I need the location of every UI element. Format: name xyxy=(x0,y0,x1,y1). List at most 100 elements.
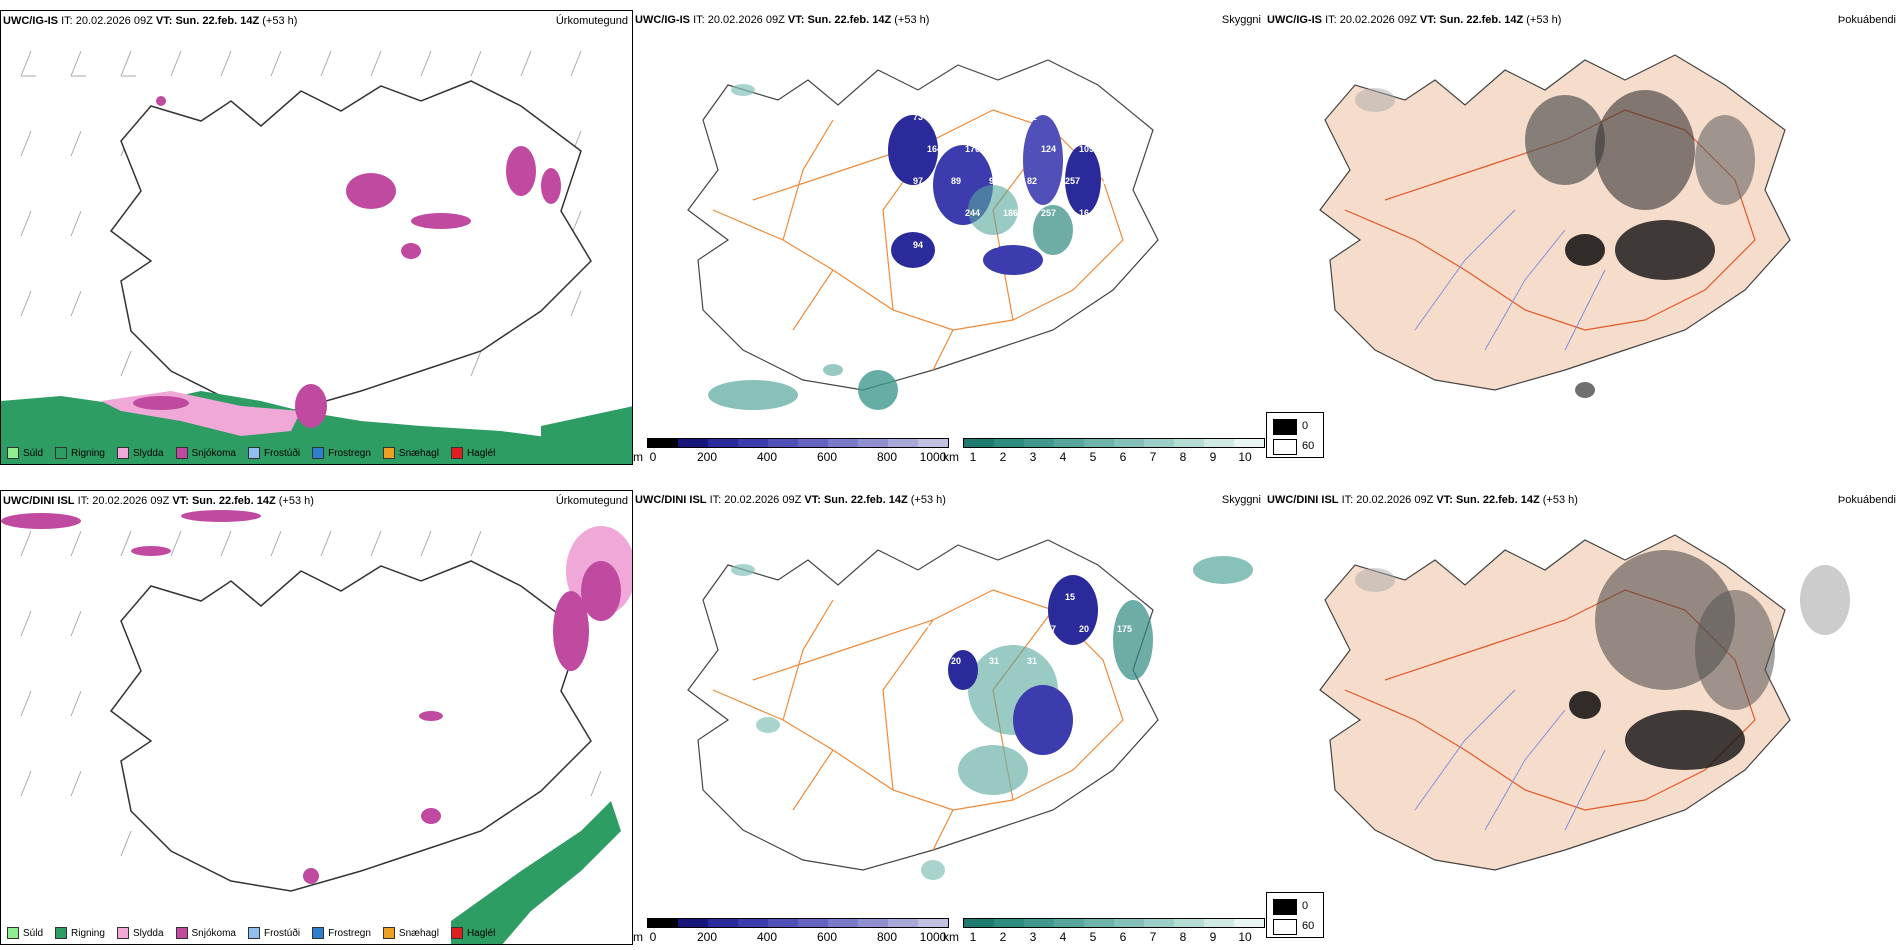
model-name: UWC/DINI ISL xyxy=(1267,494,1339,506)
river-network xyxy=(1414,209,1606,351)
fog-fields xyxy=(1355,88,1755,398)
precip-panel-bottom: UWC/DINI ISL IT: 20.02.2026 09Z VT: Sun.… xyxy=(0,490,633,945)
precip-map-top xyxy=(1,50,632,464)
vis-tick: 6 xyxy=(1119,930,1127,944)
legend-swatch xyxy=(175,927,188,939)
vis-tick: 8 xyxy=(1179,930,1187,944)
legend-swatch xyxy=(247,447,260,459)
fog-panel-top: UWC/IG-IS IT: 20.02.2026 09Z VT: Sun. 22… xyxy=(1265,10,1900,410)
legend-swatch xyxy=(382,447,395,459)
model-name: UWC/DINI ISL xyxy=(635,494,707,506)
legend-item: Snjókoma xyxy=(175,927,236,939)
legend-swatch xyxy=(312,447,325,459)
fog-label-0: 0 xyxy=(1302,900,1309,912)
cloud-map-top xyxy=(687,59,1159,410)
legend-swatch xyxy=(382,927,395,939)
vis-tick: 3 xyxy=(1029,930,1037,944)
legend-item: Frostregn xyxy=(312,447,371,459)
fog-map-top xyxy=(1319,54,1791,398)
vis-tick: 7 xyxy=(1149,450,1157,464)
ceiling-tick: 800 xyxy=(876,930,898,944)
fog-legend-top: 0 60 xyxy=(1266,412,1324,458)
vis-tick: 9 xyxy=(1209,450,1217,464)
iceland-outline xyxy=(687,539,1159,871)
legend-swatch xyxy=(312,927,325,939)
legend-item: Frostúði xyxy=(247,447,300,459)
precip-legend: Súld Rigning Slydda Snjókoma Frostúði Fr… xyxy=(7,927,495,939)
fog-swatch-0 xyxy=(1273,419,1297,435)
ceiling-tick: 400 xyxy=(756,450,778,464)
cloud-panel-bottom: UWC/DINI ISL IT: 20.02.2026 09Z VT: Sun.… xyxy=(633,490,1265,945)
legend-item: Slydda xyxy=(116,447,164,459)
fog-swatch-60 xyxy=(1273,919,1297,935)
ceiling-fields xyxy=(731,556,1253,880)
ceiling-tick: 400 xyxy=(756,930,778,944)
legend-item: Rigning xyxy=(55,447,105,459)
panel-title: UWC/DINI ISL IT: 20.02.2026 09Z VT: Sun.… xyxy=(3,495,314,507)
fog-label-60: 60 xyxy=(1302,440,1315,452)
legend-item: Slydda xyxy=(116,927,164,939)
ceiling-tick: 0 xyxy=(649,930,657,944)
ceiling-unit: m xyxy=(633,930,643,944)
model-name: UWC/IG-IS xyxy=(1267,14,1322,26)
fog-label-0: 0 xyxy=(1302,420,1309,432)
vis-tick: 7 xyxy=(1149,930,1157,944)
vis-tick: 10 xyxy=(1238,450,1252,464)
vis-tick: 10 xyxy=(1238,930,1252,944)
precip-panel-top: UWC/IG-IS IT: 20.02.2026 09Z VT: Sun. 22… xyxy=(0,10,633,465)
vis-tick: 3 xyxy=(1029,450,1037,464)
legend-item: Haglél xyxy=(450,447,495,459)
vis-tick: 1 xyxy=(969,450,977,464)
product-title: Úrkomutegund xyxy=(555,495,628,507)
legend-item: Frostregn xyxy=(312,927,371,939)
ceiling-tick: 1000 xyxy=(919,930,947,944)
fog-panel-bottom: UWC/DINI ISL IT: 20.02.2026 09Z VT: Sun.… xyxy=(1265,490,1900,890)
vis-tick: 5 xyxy=(1089,930,1097,944)
ceiling-bar xyxy=(647,918,949,928)
visibility-unit: km xyxy=(943,930,959,944)
iceland-outline xyxy=(109,80,592,412)
panel-title: UWC/IG-IS IT: 20.02.2026 09Z VT: Sun. 22… xyxy=(1267,14,1562,26)
visibility-bar xyxy=(963,438,1265,448)
ceiling-tick: 600 xyxy=(816,930,838,944)
legend-item: Snjókoma xyxy=(175,447,236,459)
legend-item: Súld xyxy=(7,927,43,939)
visibility-bar xyxy=(963,918,1265,928)
vis-tick: 2 xyxy=(999,930,1007,944)
legend-swatch xyxy=(7,927,19,939)
legend-item: Rigning xyxy=(55,927,105,939)
model-name: UWC/IG-IS xyxy=(3,15,58,27)
fog-fields xyxy=(1355,550,1850,770)
ceiling-tick: 600 xyxy=(816,450,838,464)
road-network xyxy=(1344,109,1756,331)
product-title: Skyggni xyxy=(1221,14,1261,26)
panel-title: UWC/DINI ISL IT: 20.02.2026 09Z VT: Sun.… xyxy=(635,494,946,506)
precip-map-bottom xyxy=(1,510,632,944)
ceiling-tick: 200 xyxy=(696,930,718,944)
legend-item: Snæhagl xyxy=(382,927,439,939)
legend-item: Snæhagl xyxy=(382,447,439,459)
visibility-unit: km xyxy=(943,450,959,464)
iceland-outline xyxy=(687,59,1159,391)
fog-map-bottom xyxy=(1319,534,1850,871)
panel-title: UWC/IG-IS IT: 20.02.2026 09Z VT: Sun. 22… xyxy=(635,14,930,26)
precip-fields xyxy=(1,96,632,464)
legend-swatch xyxy=(55,447,68,459)
ceiling-tick: 200 xyxy=(696,450,718,464)
legend-swatch xyxy=(450,447,463,459)
ceiling-bar xyxy=(647,438,949,448)
fog-label-60: 60 xyxy=(1302,920,1315,932)
ceiling-tick: 1000 xyxy=(919,450,947,464)
legend-swatch xyxy=(7,447,19,459)
cloud-panel-top: UWC/IG-IS IT: 20.02.2026 09Z VT: Sun. 22… xyxy=(633,10,1265,465)
product-title: Úrkomutegund xyxy=(555,15,628,27)
product-title: Skyggni xyxy=(1221,494,1261,506)
product-title: Þokuábendi xyxy=(1837,14,1896,26)
model-name: UWC/DINI ISL xyxy=(3,495,75,507)
river-network xyxy=(1414,689,1606,831)
precip-fields xyxy=(1,510,632,944)
legend-swatch xyxy=(116,447,129,459)
legend-swatch xyxy=(175,447,188,459)
iceland-outline xyxy=(109,560,592,892)
vis-tick: 2 xyxy=(999,450,1007,464)
